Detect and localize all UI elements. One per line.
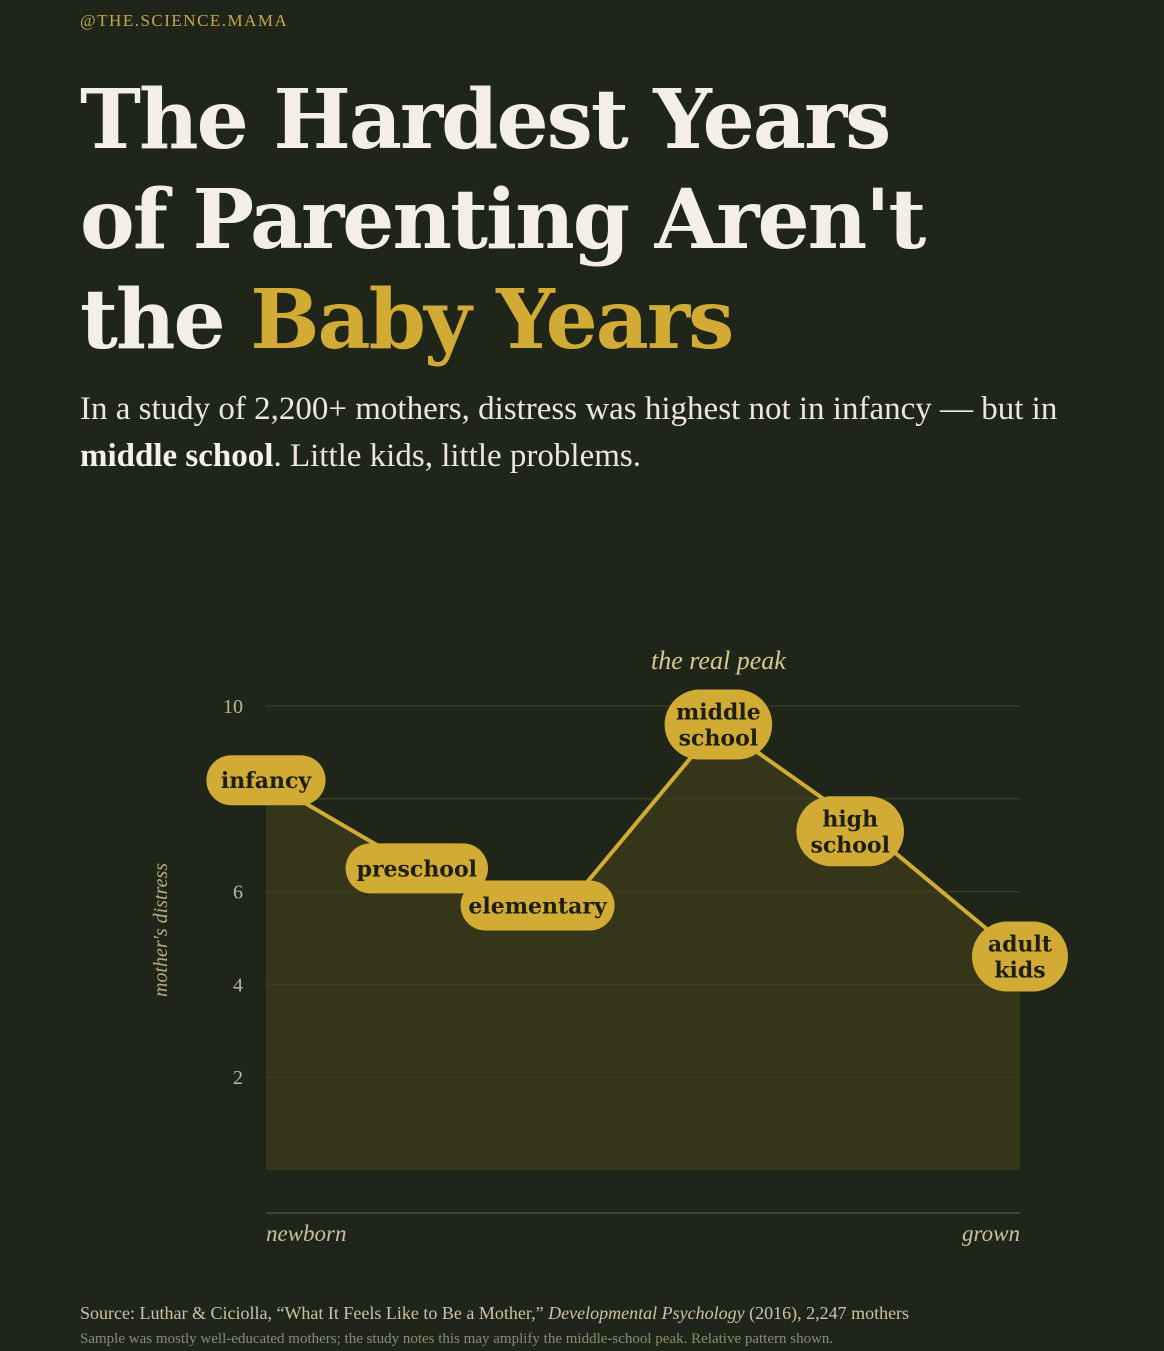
title-line-1: The Hardest Years: [80, 72, 891, 168]
source-text: Source: Luthar & Ciciolla, “What It Feel…: [80, 1303, 549, 1323]
y-tick-label: 2: [233, 1067, 243, 1089]
subtitle-text: In a study of 2,200+ mothers, distress w…: [80, 391, 1058, 427]
distress-chart: 2 4 6 10 mother's distress newborn grown infanc…: [150, 646, 1068, 1246]
title-line-2: of Parenting Aren't: [80, 172, 926, 268]
peak-annotation: the real peak: [651, 646, 786, 675]
y-tick-label: 4: [233, 974, 243, 996]
data-point-pill: [460, 880, 615, 931]
subtitle: In a study of 2,200+ mothers, distress w…: [80, 386, 1120, 480]
data-point-pill: [345, 843, 488, 894]
data-point-label: preschool: [357, 856, 477, 882]
source-text-end: (2016), 2,247 mothers: [744, 1303, 910, 1323]
subtitle-text-end: . Little kids, little problems.: [273, 438, 641, 474]
title-accent: Baby Years: [250, 272, 734, 368]
data-point-label: infancy: [221, 768, 312, 794]
sample-note: Sample was mostly well-educated mothers;…: [80, 1331, 834, 1347]
y-tick-label: 6: [233, 882, 243, 904]
data-point-pill: [796, 796, 904, 867]
data-point-pill: [664, 689, 773, 760]
data-label-preschool: preschool: [345, 843, 488, 894]
x-end-label: grown: [962, 1221, 1020, 1246]
y-tick-label: 10: [223, 696, 243, 718]
title-line-3: the: [80, 272, 251, 368]
data-label-elementary: elementary: [460, 880, 615, 931]
source-citation: Source: Luthar & Ciciolla, “What It Feel…: [80, 1303, 909, 1324]
data-point-label: school: [679, 726, 758, 752]
data-point-label: high: [822, 806, 878, 832]
data-point-label: middle: [676, 700, 761, 726]
page-title: The Hardest Years of Parenting Aren't th…: [80, 70, 1140, 370]
data-label-infancy: infancy: [206, 755, 326, 806]
account-handle: @THE.SCIENCE.MAMA: [80, 11, 289, 30]
data-point-label: elementary: [468, 894, 608, 920]
source-journal: Developmental Psychology: [548, 1303, 745, 1323]
data-point-label: school: [810, 832, 889, 858]
y-axis-label: mother's distress: [150, 863, 172, 997]
subtitle-emphasis: middle school: [80, 438, 274, 474]
x-start-label: newborn: [266, 1221, 347, 1246]
data-point-label: adult: [988, 932, 1053, 958]
data-point-pill: [972, 921, 1068, 992]
data-point-label: kids: [994, 958, 1045, 984]
area-fill: [266, 724, 1020, 1170]
data-point-pill: [206, 755, 326, 806]
